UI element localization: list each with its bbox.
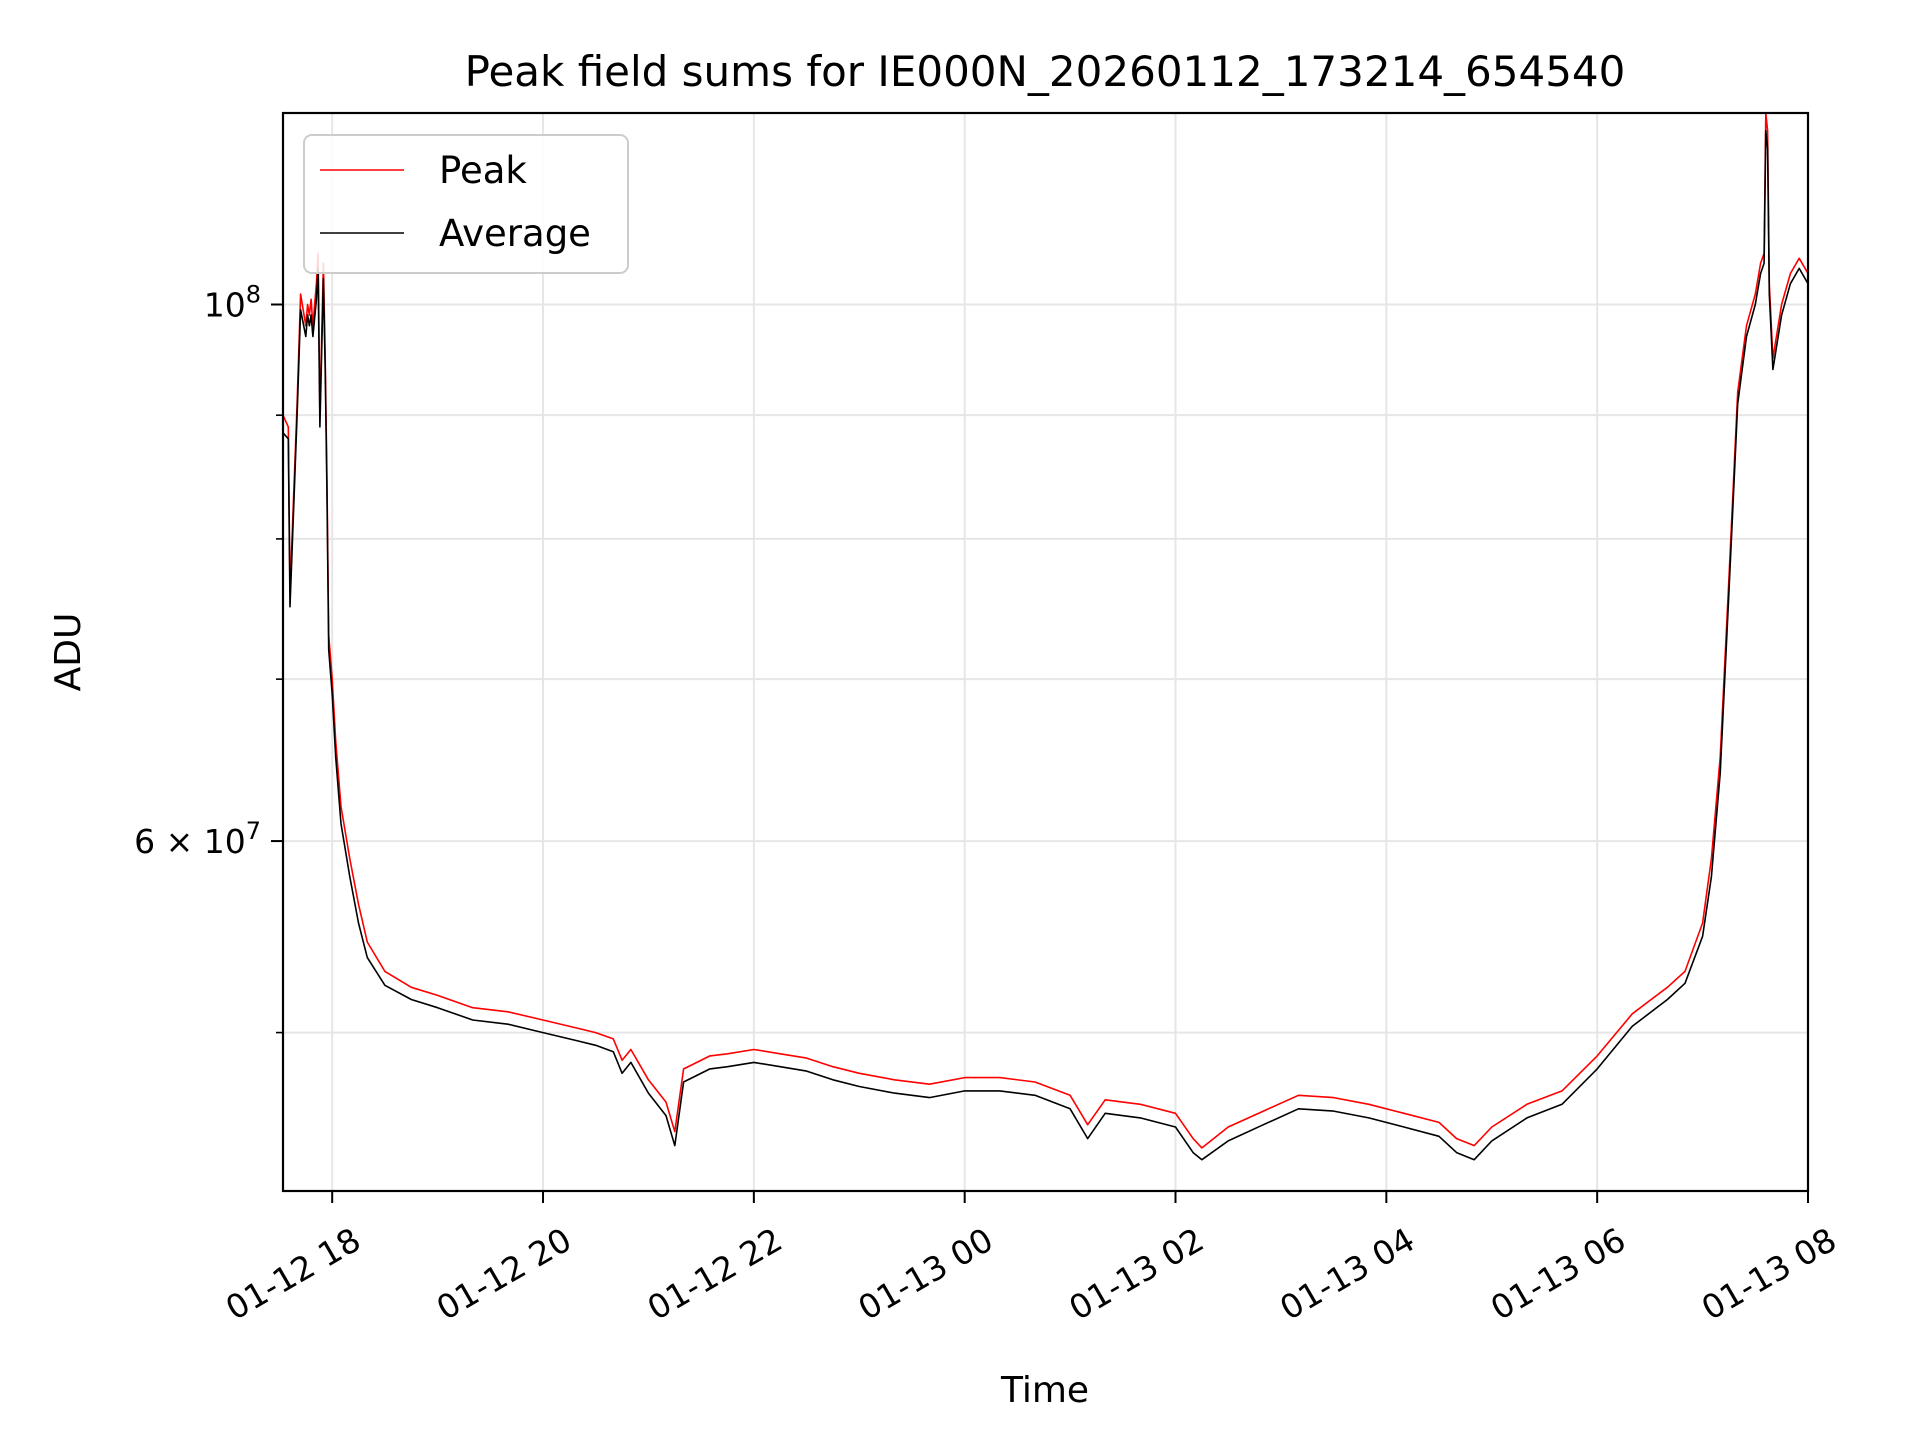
chart-title: Peak field sums for IE000N_20260112_1732…: [465, 47, 1626, 96]
legend-label-average: Average: [439, 212, 591, 255]
series-line-average: [283, 129, 1808, 1161]
y-tick-label: 108: [204, 281, 261, 325]
x-axis-label: Time: [1000, 1370, 1089, 1411]
plot-frame: [281, 111, 1810, 1193]
y-axis: 6 × 107 108: [134, 281, 283, 1034]
y-tick-label: 6 × 107: [134, 817, 261, 861]
legend-label-peak: Peak: [439, 149, 527, 192]
legend: Peak Average: [303, 134, 629, 274]
plot-lines: [283, 113, 1808, 1161]
y-axis-label: ADU: [48, 613, 89, 692]
grid: [283, 113, 1809, 1191]
